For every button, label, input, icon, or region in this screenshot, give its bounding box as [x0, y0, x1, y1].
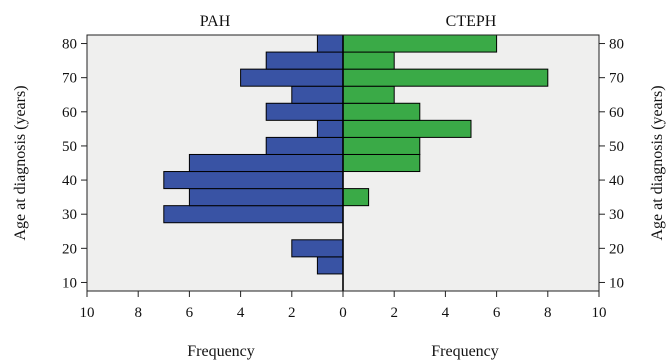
bar-pah-70: [240, 68, 344, 87]
y-tick-label-left-80: 80: [62, 37, 77, 53]
y-tick-label-left-40: 40: [62, 173, 77, 189]
bar-pah-75: [265, 51, 344, 70]
x-tick-label-right-8: 8: [544, 305, 552, 321]
bar-pah-45: [188, 153, 344, 173]
x-tick-label-right-10: 10: [592, 305, 607, 321]
y-tick-label-right-50: 50: [609, 139, 624, 155]
x-tick-label-left-0: 0: [339, 305, 347, 321]
bar-cteph-50: [342, 136, 421, 155]
x-tick-label-left-8: 8: [134, 305, 142, 321]
bar-pah-60: [265, 102, 344, 121]
y-tick-label-right-80: 80: [609, 37, 624, 53]
bars-layer: [163, 34, 549, 275]
y-axis-label-left: Age at diagnosis (years): [12, 85, 29, 240]
y-tick-label-left-20: 20: [62, 241, 77, 257]
bar-pah-80: [316, 34, 344, 53]
y-tick-label-right-20: 20: [609, 241, 624, 257]
x-axis-label-right: Frequency: [431, 343, 499, 360]
bar-pah-50: [265, 136, 344, 155]
x-tick-label-left-4: 4: [237, 305, 245, 321]
bar-pah-65: [291, 85, 344, 104]
y-tick-label-left-10: 10: [62, 275, 77, 291]
y-tick-label-left-60: 60: [62, 105, 77, 121]
bar-cteph-35: [342, 188, 370, 207]
y-tick-label-left-70: 70: [62, 71, 77, 87]
bar-cteph-80: [342, 34, 498, 53]
bar-pah-30: [163, 205, 344, 224]
y-axis-label-right: Age at diagnosis (years): [649, 85, 666, 240]
y-tick-label-right-40: 40: [609, 173, 624, 189]
bar-pah-20: [291, 239, 344, 258]
y-tick-label-right-60: 60: [609, 105, 624, 121]
bar-cteph-75: [342, 51, 395, 70]
panel-title-right: CTEPH: [446, 13, 497, 30]
y-tick-label-left-30: 30: [62, 207, 77, 223]
x-tick-label-right-4: 4: [442, 305, 450, 321]
bar-pah-15: [316, 256, 344, 275]
panel-title-left: PAH: [200, 13, 231, 30]
bar-pah-55: [316, 119, 344, 138]
bar-cteph-70: [342, 68, 549, 87]
x-tick-label-left-6: 6: [186, 305, 194, 321]
bar-cteph-55: [342, 119, 472, 138]
bar-pah-35: [188, 188, 344, 207]
bar-cteph-65: [342, 85, 395, 104]
x-tick-label-left-10: 10: [80, 305, 95, 321]
bar-cteph-60: [342, 102, 421, 121]
x-tick-label-right-2: 2: [390, 305, 398, 321]
bar-cteph-45: [342, 153, 421, 173]
x-tick-label-right-6: 6: [493, 305, 501, 321]
y-tick-label-right-70: 70: [609, 71, 624, 87]
x-tick-label-left-2: 2: [288, 305, 296, 321]
bar-pah-40: [163, 171, 344, 190]
y-tick-label-right-30: 30: [609, 207, 624, 223]
y-tick-label-right-10: 10: [609, 275, 624, 291]
x-axis-label-left: Frequency: [187, 343, 255, 360]
y-tick-label-left-50: 50: [62, 139, 77, 155]
